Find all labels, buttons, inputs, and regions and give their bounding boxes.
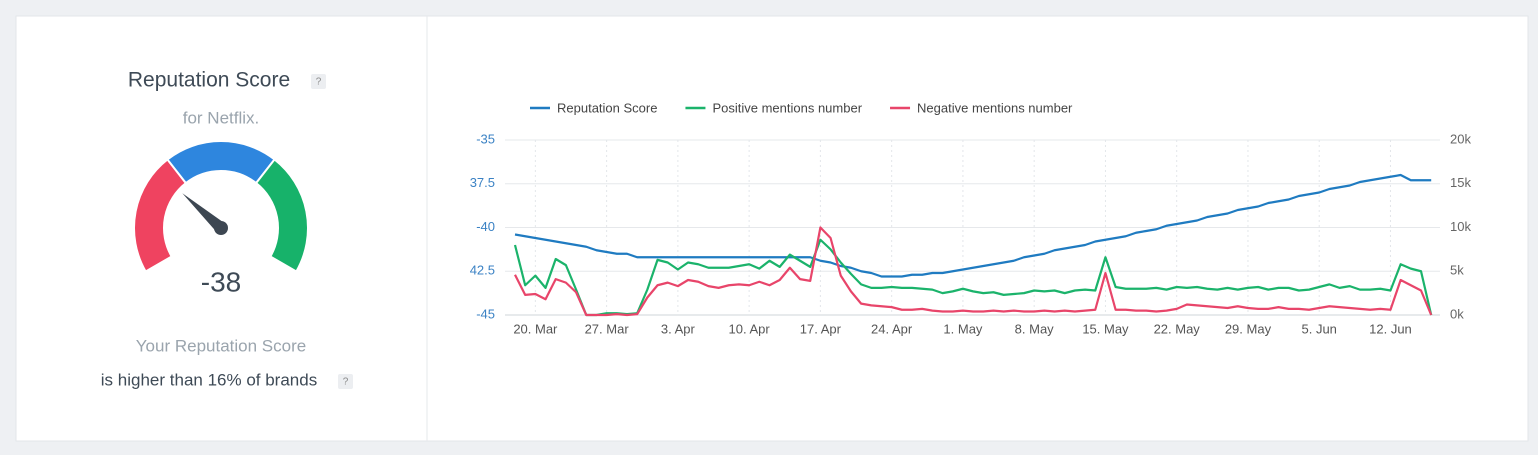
x-tick-label: 29. May (1225, 321, 1272, 336)
x-tick-label: 17. Apr (800, 321, 842, 336)
help-icon[interactable] (338, 374, 353, 389)
y2-tick-label: 10k (1450, 219, 1471, 234)
y-tick-label: -40 (476, 219, 495, 234)
x-tick-label: 10. Apr (729, 321, 771, 336)
gauge-segment (254, 158, 309, 273)
y2-tick-label: 5k (1450, 263, 1464, 278)
card (15, 15, 1529, 442)
x-tick-label: 1. May (943, 321, 983, 336)
line-series (514, 226, 1433, 317)
gauge-hub (214, 221, 228, 235)
legend-label: Reputation Score (557, 100, 657, 115)
x-tick-label: 20. Mar (513, 321, 558, 336)
y2-tick-label: 15k (1450, 175, 1471, 190)
y2-tick-label: 20k (1450, 131, 1471, 146)
x-tick-label: 22. May (1154, 321, 1201, 336)
gauge-value: -38 (201, 266, 241, 297)
x-tick-label: 15. May (1082, 321, 1129, 336)
y-tick-label: -35 (476, 131, 495, 146)
x-tick-label: 3. Apr (661, 321, 696, 336)
gauge-needle (182, 193, 226, 233)
legend-label: Positive mentions number (712, 100, 862, 115)
y-tick-label: -45 (476, 306, 495, 321)
x-tick-label: 24. Apr (871, 321, 913, 336)
gauge-caption: Your Reputation Score (136, 336, 306, 355)
help-text[interactable]: ? (343, 377, 349, 388)
line-series (513, 238, 1433, 317)
y2-tick-label: 0k (1450, 306, 1464, 321)
x-tick-label: 8. May (1015, 321, 1055, 336)
gauge-subtitle: for Netflix. (183, 108, 260, 127)
y-tick-label: 37.5 (470, 175, 495, 190)
gauge-comparison: is higher than 16% of brands (101, 370, 317, 389)
help-text[interactable]: ? (316, 77, 322, 88)
x-tick-label: 5. Jun (1302, 321, 1337, 336)
x-tick-label: 12. Jun (1369, 321, 1412, 336)
line-series (514, 173, 1432, 278)
legend-label: Negative mentions number (917, 100, 1073, 115)
y-tick-label: 42.5 (470, 263, 495, 278)
help-icon[interactable] (311, 74, 326, 89)
x-tick-label: 27. Mar (585, 321, 630, 336)
gauge-title: Reputation Score (128, 69, 290, 92)
